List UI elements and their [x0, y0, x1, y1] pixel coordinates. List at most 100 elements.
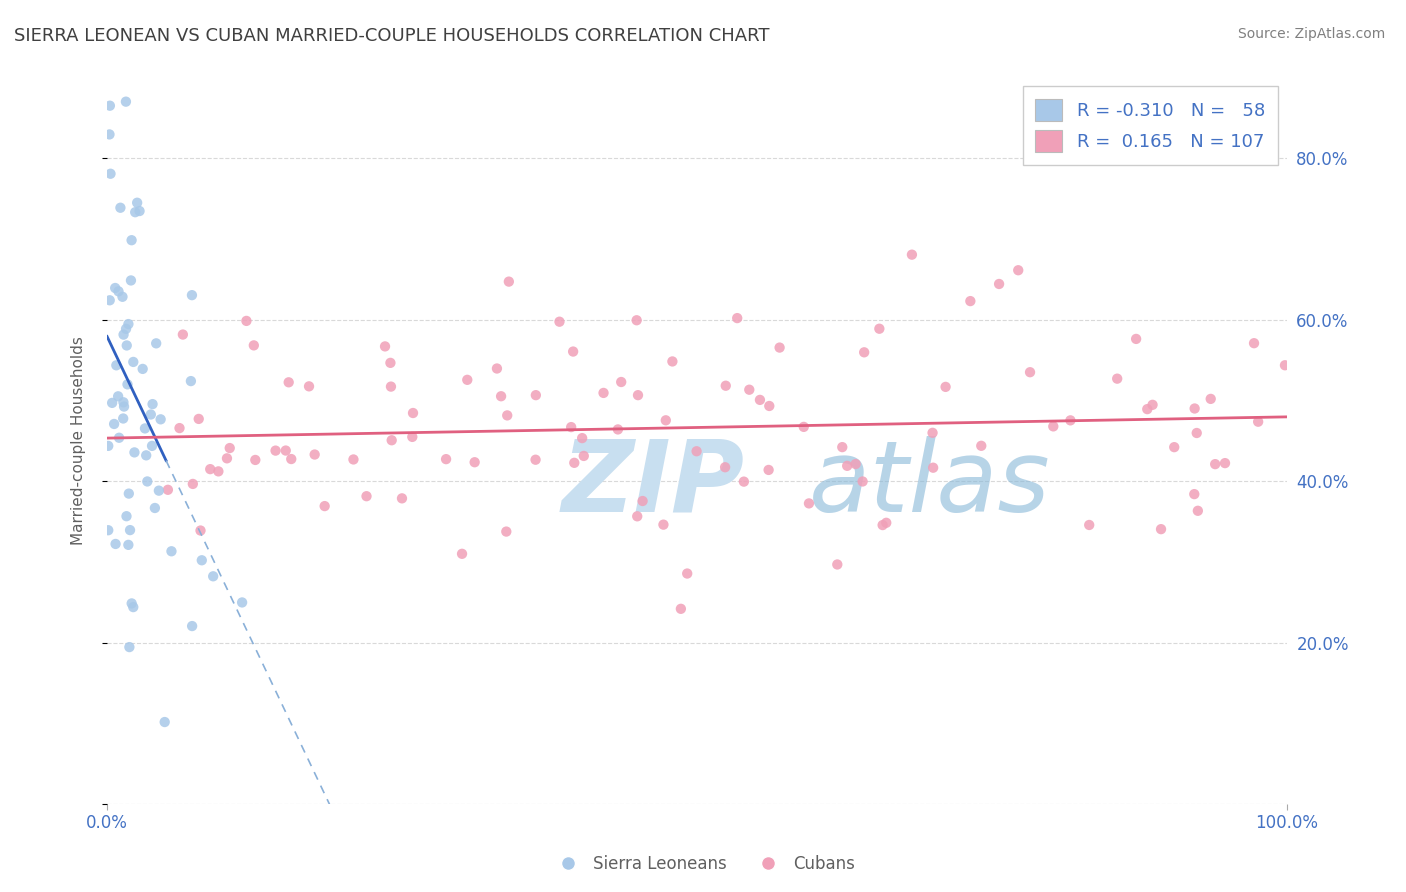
- Point: [148, 483, 170, 498]
- Point: [103, 417, 125, 431]
- Point: [243, 338, 266, 352]
- Point: [356, 489, 378, 503]
- Point: [714, 460, 737, 475]
- Point: [218, 441, 240, 455]
- Point: [402, 406, 425, 420]
- Point: [1107, 372, 1129, 386]
- Point: [1199, 392, 1222, 406]
- Point: [153, 714, 176, 729]
- Point: [548, 315, 571, 329]
- Point: [181, 619, 204, 633]
- Point: [571, 431, 593, 445]
- Point: [524, 452, 547, 467]
- Point: [118, 523, 141, 537]
- Point: [112, 327, 135, 342]
- Point: [793, 420, 815, 434]
- Point: [117, 317, 139, 331]
- Point: [124, 445, 146, 459]
- Point: [277, 376, 299, 390]
- Point: [298, 379, 321, 393]
- Point: [108, 431, 131, 445]
- Point: [117, 538, 139, 552]
- Point: [489, 389, 512, 403]
- Point: [112, 400, 135, 414]
- Point: [495, 524, 517, 539]
- Point: [115, 338, 138, 352]
- Point: [136, 475, 159, 489]
- Point: [104, 537, 127, 551]
- Point: [1182, 487, 1205, 501]
- Point: [560, 420, 582, 434]
- Point: [156, 483, 179, 497]
- Point: [872, 518, 894, 533]
- Point: [314, 499, 336, 513]
- Point: [922, 460, 945, 475]
- Point: [852, 475, 875, 489]
- Point: [837, 458, 859, 473]
- Point: [1213, 456, 1236, 470]
- Point: [111, 290, 134, 304]
- Point: [827, 558, 849, 572]
- Point: [669, 602, 692, 616]
- Point: [652, 517, 675, 532]
- Point: [434, 452, 457, 467]
- Point: [464, 455, 486, 469]
- Point: [231, 595, 253, 609]
- Point: [235, 314, 257, 328]
- Point: [149, 412, 172, 426]
- Point: [725, 311, 748, 326]
- Point: [1185, 425, 1208, 440]
- Point: [498, 275, 520, 289]
- Point: [661, 354, 683, 368]
- Point: [264, 443, 287, 458]
- Point: [304, 448, 326, 462]
- Point: [853, 345, 876, 359]
- Point: [970, 439, 993, 453]
- Point: [1184, 401, 1206, 416]
- Legend: Sierra Leoneans, Cubans: Sierra Leoneans, Cubans: [544, 848, 862, 880]
- Point: [631, 494, 654, 508]
- Point: [134, 421, 156, 435]
- Point: [610, 375, 633, 389]
- Point: [118, 640, 141, 654]
- Point: [1243, 336, 1265, 351]
- Point: [274, 443, 297, 458]
- Point: [1163, 440, 1185, 454]
- Point: [959, 294, 981, 309]
- Point: [139, 408, 162, 422]
- Point: [626, 509, 648, 524]
- Point: [758, 399, 780, 413]
- Point: [562, 456, 585, 470]
- Point: [200, 462, 222, 476]
- Point: [135, 448, 157, 462]
- Point: [143, 500, 166, 515]
- Point: [738, 383, 761, 397]
- Point: [1204, 457, 1226, 471]
- Text: ZIP: ZIP: [561, 436, 744, 533]
- Point: [572, 449, 595, 463]
- Point: [120, 273, 142, 287]
- Point: [1007, 263, 1029, 277]
- Point: [145, 336, 167, 351]
- Point: [190, 524, 212, 538]
- Point: [391, 491, 413, 506]
- Point: [606, 422, 628, 436]
- Point: [141, 439, 163, 453]
- Point: [104, 281, 127, 295]
- Point: [98, 293, 121, 308]
- Point: [768, 341, 790, 355]
- Point: [180, 374, 202, 388]
- Point: [118, 486, 141, 500]
- Point: [142, 397, 165, 411]
- Point: [107, 285, 129, 299]
- Point: [733, 475, 755, 489]
- Y-axis label: Married-couple Households: Married-couple Households: [72, 336, 86, 545]
- Point: [131, 362, 153, 376]
- Point: [562, 344, 585, 359]
- Point: [245, 453, 267, 467]
- Legend: R = -0.310   N =   58, R =  0.165   N = 107: R = -0.310 N = 58, R = 0.165 N = 107: [1022, 87, 1278, 165]
- Point: [172, 327, 194, 342]
- Point: [845, 457, 868, 471]
- Point: [1247, 415, 1270, 429]
- Point: [1125, 332, 1147, 346]
